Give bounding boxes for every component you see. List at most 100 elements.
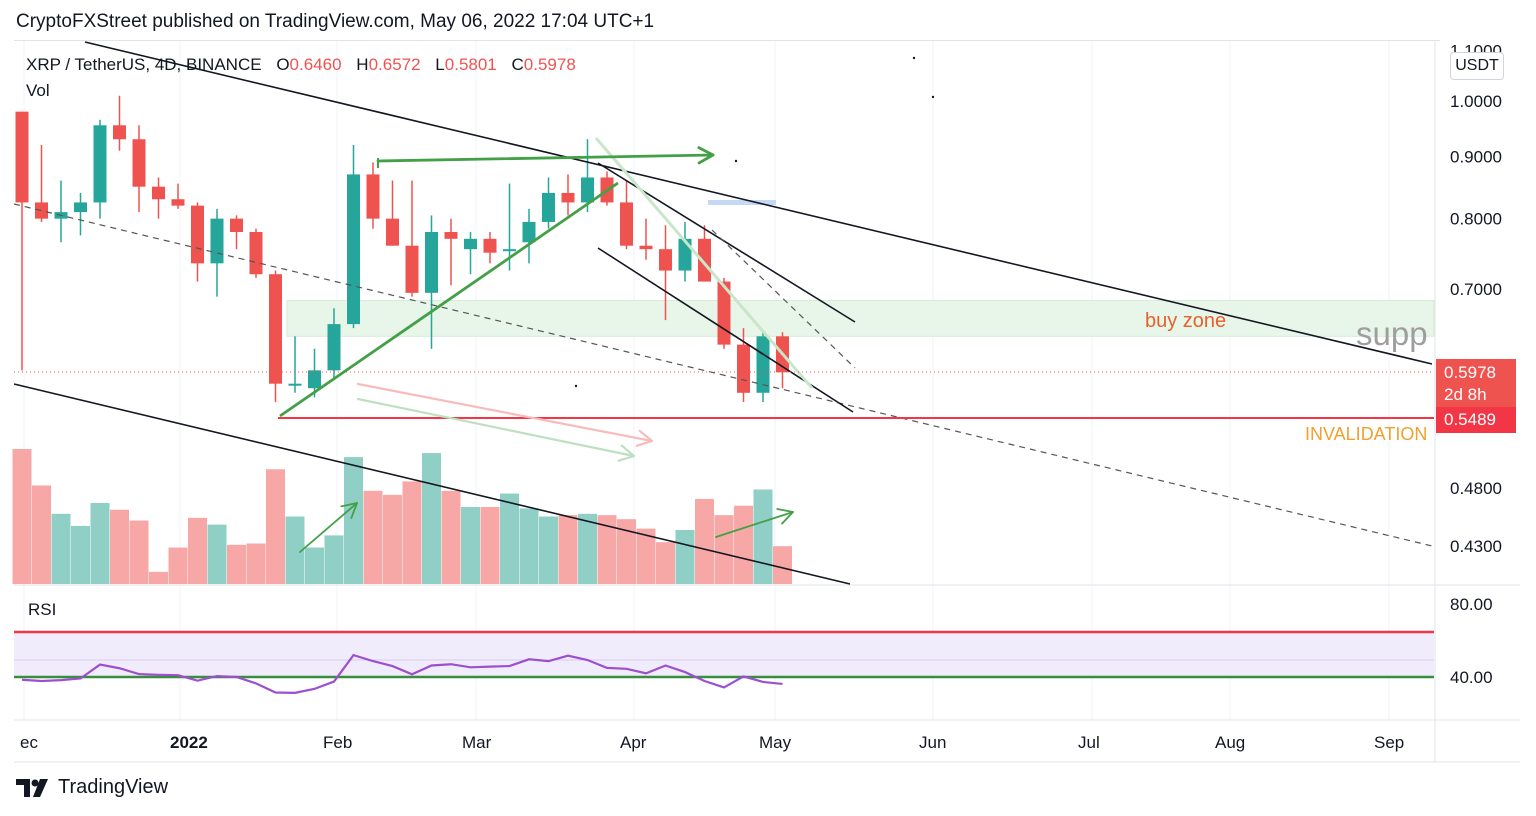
candle-body (132, 139, 146, 187)
candle (366, 162, 380, 229)
time-tick-label: Jul (1078, 733, 1100, 752)
arrow-shaft (356, 397, 636, 458)
candle-body (288, 383, 302, 386)
price-tick-label: 0.4800 (1450, 479, 1502, 498)
close-value: 0.5978 (523, 55, 576, 74)
volume-bar (753, 489, 773, 584)
volume-bar (188, 517, 207, 584)
candle-body (191, 205, 204, 264)
volume-bar (383, 494, 402, 584)
volume-bar (90, 503, 110, 584)
candle-body (210, 218, 224, 264)
volume-bar (461, 507, 480, 584)
candle (347, 144, 360, 329)
candle-countdown: 2d 8h (1444, 385, 1487, 404)
axis-top-mask (1440, 38, 1520, 41)
tradingview-footer[interactable]: TradingView (16, 776, 168, 799)
candle (210, 208, 224, 297)
candle-body (366, 174, 380, 219)
faded-green-arrow (356, 397, 636, 462)
candle-body (152, 186, 165, 200)
chart-frame (14, 40, 1520, 763)
candle (93, 119, 107, 219)
buy-zone-label: buy zone (1145, 310, 1226, 332)
candle-body (717, 281, 731, 345)
buy-zone-rect (286, 299, 1435, 337)
volume-bar (51, 513, 71, 584)
invalidation-label: INVALIDATION (1305, 424, 1427, 444)
arrow-head (617, 444, 636, 462)
candle-body (425, 232, 438, 293)
candle (15, 111, 29, 371)
candle-body (620, 202, 633, 246)
highlight-marker (708, 200, 776, 205)
close-label: C (511, 55, 524, 74)
candle (152, 177, 165, 219)
time-tick-label: Mar (462, 733, 492, 752)
rsi-label[interactable]: RSI (28, 600, 57, 619)
wedge-dashed-line (711, 229, 856, 369)
volume-bar (110, 509, 129, 584)
candle (717, 277, 731, 349)
arrow-head (776, 508, 794, 525)
candle (132, 125, 146, 213)
candle-body (483, 238, 497, 253)
high-value: 0.6572 (368, 55, 421, 74)
volume-bar (324, 535, 344, 584)
low-value: 0.5801 (444, 55, 497, 74)
currency-badge[interactable]: USDT (1450, 52, 1504, 80)
volume-bar (675, 530, 695, 584)
symbol-label[interactable]: XRP / TetherUS, 4D, BINANCE (26, 55, 262, 74)
volume-bar (441, 490, 461, 584)
volume-bar (773, 546, 792, 584)
faded-green-diagonal (594, 137, 814, 389)
high-label: H (356, 55, 369, 74)
candle-body (405, 245, 419, 293)
volume-bar (480, 507, 500, 584)
candle (503, 183, 516, 271)
time-tick-label: ec (20, 733, 38, 752)
candle (35, 144, 48, 222)
volume-bar (168, 547, 188, 584)
volume-bar (227, 544, 246, 584)
rsi-band (14, 632, 1434, 677)
current-price-value: 0.5978 (1444, 363, 1496, 382)
candle (620, 180, 633, 250)
arrow-shaft (356, 382, 654, 443)
volume-green-arrow-left (299, 502, 358, 553)
price-tick-label: 0.4300 (1450, 537, 1502, 556)
green-target-arrow (376, 146, 715, 165)
arrow-shaft (376, 153, 715, 163)
volume-label[interactable]: Vol (26, 81, 50, 100)
time-tick-label: May (759, 733, 792, 752)
time-tick-label: Sep (1374, 733, 1404, 752)
candle (425, 215, 438, 349)
volume-bar (558, 515, 578, 584)
volume-bar (597, 515, 617, 584)
open-value: 0.6460 (289, 55, 342, 74)
candle-body (249, 232, 263, 275)
candle-body (561, 192, 575, 203)
candle-body (678, 238, 692, 271)
arrow-head (340, 502, 358, 519)
candle (464, 232, 477, 275)
arrow-head (635, 429, 654, 447)
candle-body (444, 232, 458, 239)
candle-body (230, 218, 243, 233)
candle (327, 308, 341, 380)
descending-resistance-line (84, 41, 1433, 365)
candle-body (522, 221, 536, 243)
candle-body (542, 192, 555, 222)
candle (698, 225, 711, 282)
candle-body (15, 111, 29, 203)
volume-bar (285, 516, 305, 584)
time-tick-label: Jun (919, 733, 946, 752)
volume-bar (578, 513, 597, 584)
candle-body (74, 202, 87, 213)
faded-red-arrow (356, 382, 654, 447)
volume-bar (149, 571, 168, 584)
price-tick-label: 0.9000 (1450, 148, 1502, 167)
volume-bar (129, 520, 149, 584)
dashed-mid-line (13, 203, 1433, 547)
